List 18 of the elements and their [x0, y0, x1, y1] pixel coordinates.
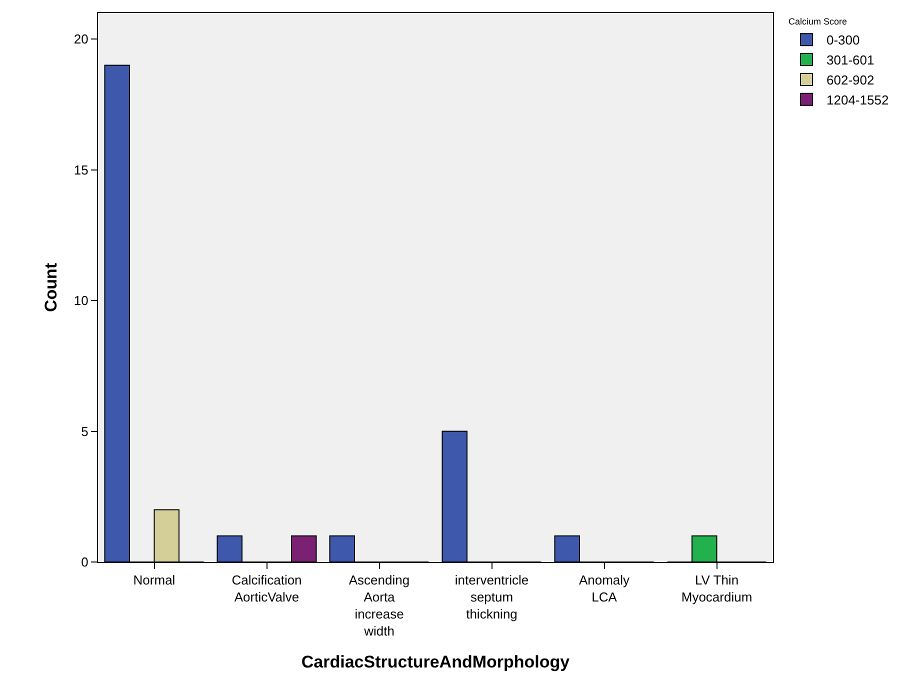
x-tick-label: interventricle septum thickning	[454, 572, 529, 622]
legend-label: 1204-1552	[826, 92, 889, 108]
x-axis-title: CardiacStructureAndMorphology	[301, 652, 570, 672]
x-tick-label: Ascending Aorta increase width	[348, 572, 410, 638]
legend-title: Calcium Score	[788, 16, 848, 27]
y-axis-title: Count	[41, 262, 60, 312]
y-tick-label: 0	[81, 554, 88, 570]
y-tick-label: 5	[81, 424, 88, 439]
y-tick-label: 20	[74, 32, 88, 47]
y-tick-label: 10	[74, 293, 88, 308]
legend-label: 301-601	[826, 52, 874, 68]
x-tick-label: LV Thin Myocardium	[681, 572, 752, 604]
x-tick-label: Calcification AorticValve	[232, 572, 302, 604]
legend-label: 602-902	[826, 72, 874, 88]
x-tick-label: Normal	[133, 572, 176, 588]
legend-label: 0-300	[826, 32, 860, 48]
y-tick-label: 15	[74, 162, 88, 178]
x-tick-label: Anomaly LCA	[578, 572, 630, 604]
